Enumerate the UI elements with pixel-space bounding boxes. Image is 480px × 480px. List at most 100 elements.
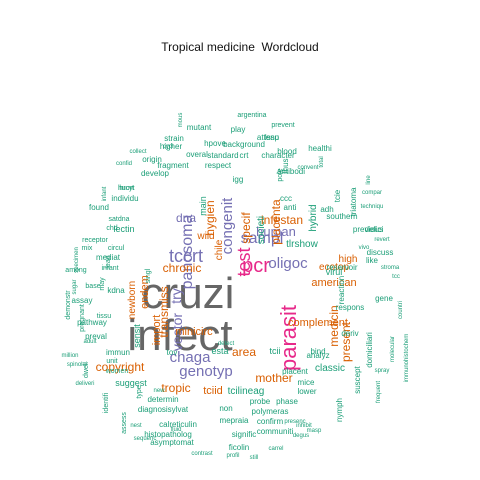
- wordcloud-word: tcii: [270, 346, 281, 356]
- chart-title: Tropical medicine Wordcloud: [161, 40, 319, 54]
- wordcloud-word: chile: [214, 239, 225, 260]
- wordcloud-word: may: [99, 277, 106, 291]
- wordcloud-word: mediat: [96, 253, 121, 262]
- wordcloud-word: non: [219, 404, 232, 413]
- wordcloud-word: background: [223, 140, 265, 149]
- wordcloud-word: pathway: [77, 318, 107, 327]
- wordcloud-word: parasit: [276, 305, 301, 371]
- wordcloud-word: receptor: [82, 237, 108, 244]
- wordcloud-word: adh: [320, 205, 333, 214]
- wordcloud-word: ccc: [280, 194, 292, 203]
- wordcloud-word: chronic: [163, 261, 202, 275]
- wordcloud-word: frequent: [376, 381, 382, 403]
- wordcloud-word: copyright: [96, 360, 145, 374]
- wordcloud-word: lead: [105, 255, 112, 268]
- wordcloud-word: identifi: [103, 392, 110, 413]
- wordcloud-word: million: [61, 353, 78, 359]
- wordcloud-word: strain: [164, 134, 184, 143]
- wordcloud-word: deliveri: [75, 381, 94, 387]
- wordcloud-word: immun: [106, 348, 130, 357]
- wordcloud-word: domiciliari: [365, 332, 374, 368]
- wordcloud-word: develop: [141, 169, 170, 178]
- wordcloud-word: infant: [101, 265, 118, 272]
- wordcloud-word: character: [261, 151, 295, 160]
- wordcloud-word: nest: [130, 423, 142, 429]
- wordcloud-word: argentina: [237, 112, 266, 119]
- wordcloud-word: mous: [178, 113, 184, 128]
- wordcloud-word: degus: [293, 433, 309, 439]
- wordcloud-word: tov: [167, 348, 178, 357]
- wordcloud-word: standard: [207, 151, 238, 160]
- wordcloud-word: discuss: [367, 248, 394, 257]
- wordcloud-word: like: [366, 256, 379, 265]
- wordcloud-word: placent: [282, 367, 309, 376]
- wordcloud-word: respect: [205, 161, 232, 170]
- wordcloud-word: techniqu: [361, 204, 384, 210]
- wordcloud-word: singl: [145, 268, 152, 283]
- wordcloud-word: dwell: [83, 362, 90, 378]
- wordcloud-word: countri: [398, 301, 404, 319]
- wordcloud-word: genotyp: [179, 363, 232, 380]
- wordcloud-word: analyz: [306, 351, 329, 360]
- wordcloud-word: human: [256, 224, 296, 239]
- wordcloud-word: high: [339, 254, 358, 265]
- wordcloud-word: esta: [211, 346, 228, 356]
- wordcloud-word: type: [136, 385, 143, 398]
- wordcloud-word: newborn: [127, 281, 138, 319]
- wordcloud-word: confirm: [257, 417, 284, 426]
- wordcloud-word: hybrid: [308, 204, 319, 231]
- wordcloud-word: found: [89, 203, 109, 212]
- wordcloud-word: area: [232, 345, 256, 359]
- wordcloud-word: main: [198, 196, 208, 216]
- wordcloud-word: molecular: [390, 336, 396, 362]
- wordcloud-word: sensit: [132, 324, 142, 348]
- wordcloud-word: deriv: [341, 329, 358, 338]
- wordcloud-word: asymptomat: [150, 438, 194, 447]
- wordcloud-word: reservoir: [326, 263, 357, 272]
- wordcloud-word: nymph: [335, 398, 344, 422]
- wordcloud-word: phase: [276, 397, 298, 406]
- wordcloud-word: lower: [297, 387, 316, 396]
- wordcloud-word: american: [311, 277, 356, 289]
- wordcloud-word: sampl: [241, 230, 284, 247]
- wordcloud-word: carrel: [268, 446, 283, 452]
- wordcloud-word: individu: [111, 194, 138, 203]
- wordcloud-word: specif: [239, 212, 253, 244]
- wordcloud-word: oligoc: [268, 255, 308, 272]
- wordcloud-word: vivo: [359, 245, 370, 251]
- wordcloud-word: determin: [147, 395, 178, 404]
- wordcloud-word: respons: [336, 303, 364, 312]
- wordcloud-word: mother: [255, 371, 292, 385]
- wordcloud-word: try: [168, 288, 184, 304]
- wordcloud-word: vector: [169, 313, 185, 351]
- wordcloud-word: tropic: [161, 381, 190, 395]
- wordcloud-word: mepraia: [220, 416, 249, 425]
- wordcloud-word: line: [366, 175, 372, 185]
- wordcloud-word: virul: [326, 267, 343, 277]
- wordcloud-word: fragment: [157, 161, 189, 170]
- wordcloud-word: inhibit: [296, 423, 312, 429]
- wordcloud-word: hrcyt: [119, 185, 134, 192]
- wordcloud-word: preval: [85, 332, 107, 341]
- wordcloud-word: medicin: [327, 305, 341, 346]
- wordcloud-word: lssp: [265, 133, 280, 142]
- wordcloud-word: bind: [310, 347, 325, 356]
- wordcloud-word: antibodi: [277, 167, 305, 176]
- wordcloud-word: tcc: [392, 274, 400, 280]
- wordcloud-word: ecotop: [319, 262, 349, 273]
- wordcloud-word: collect: [129, 149, 146, 155]
- wordcloud-word: pcr: [242, 255, 270, 277]
- wordcloud-word: play: [231, 125, 246, 134]
- wordcloud-word: tccrt: [169, 246, 203, 266]
- wordcloud-word: tciid: [203, 385, 223, 397]
- wordcloud-word: panosoma: [179, 215, 196, 290]
- wordcloud-word: defici: [365, 225, 384, 234]
- wordcloud-word: pregnant: [79, 304, 86, 332]
- wordcloud-word: present: [339, 321, 353, 362]
- wordcloud-word: specimen: [74, 247, 80, 273]
- wordcloud-word: endem: [139, 275, 151, 309]
- wordcloud-word: profil: [226, 453, 239, 459]
- wordcloud-word: tcie: [333, 189, 342, 202]
